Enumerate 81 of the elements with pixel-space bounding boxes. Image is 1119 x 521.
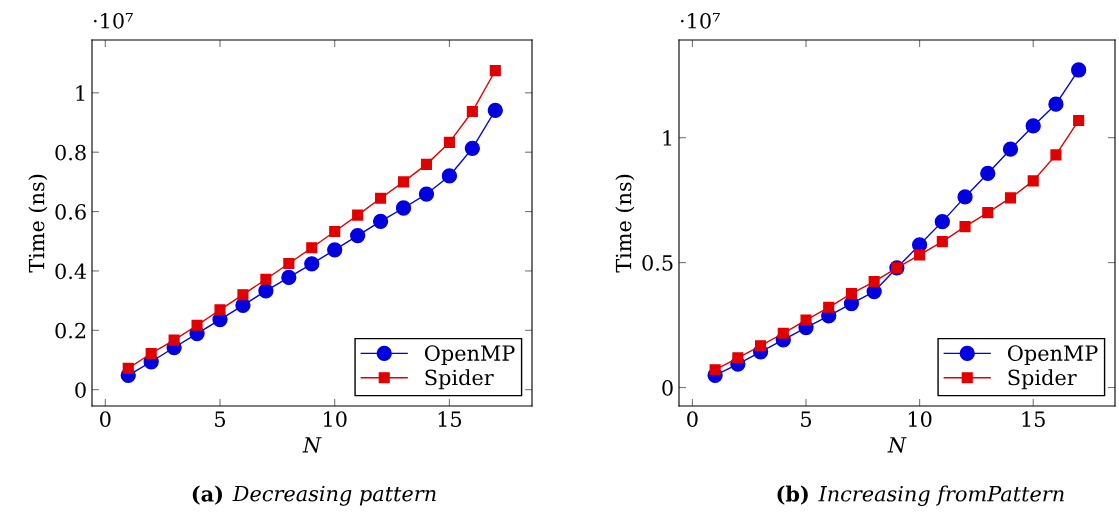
- point: [868, 276, 880, 288]
- y-tick-label: 0.4: [55, 263, 87, 280]
- point: [281, 269, 297, 286]
- x-tick-label: 5: [801, 411, 812, 427]
- point: [732, 352, 744, 364]
- x-tick-label: 10: [324, 411, 347, 427]
- x-axis-title: N: [302, 437, 322, 453]
- point: [800, 314, 812, 326]
- y-tick-label: 0.6: [55, 204, 86, 220]
- x-tick-label: 10: [908, 411, 932, 427]
- point: [1027, 175, 1039, 187]
- point: [934, 213, 950, 230]
- y-tick-label: 0.5: [642, 255, 673, 271]
- point: [397, 176, 410, 188]
- y-tick-label: 0: [662, 379, 673, 396]
- x-tick-label: 0: [100, 411, 111, 427]
- text: (a) Decreasing pattern: [192, 485, 436, 506]
- point: [464, 140, 480, 156]
- point: [1050, 149, 1062, 161]
- legend-label: OpenMP: [1007, 345, 1098, 365]
- y-tick-label: 0: [75, 382, 86, 398]
- x-tick-label: 15: [1022, 411, 1045, 427]
- point: [304, 256, 320, 272]
- point: [443, 136, 455, 148]
- y-tick-label: 0.8: [55, 144, 86, 161]
- x-tick-label: 5: [215, 411, 226, 427]
- point: [395, 200, 412, 216]
- point: [709, 364, 721, 376]
- y-tick-label: 0.2: [55, 322, 86, 339]
- point: [441, 168, 458, 184]
- point: [283, 257, 295, 270]
- point: [375, 192, 387, 204]
- x-tick-label: 0: [687, 411, 698, 427]
- point: [329, 225, 341, 238]
- x-axis-title: N: [887, 437, 907, 453]
- point: [420, 158, 433, 170]
- point: [145, 347, 157, 360]
- y-tick-label: 1: [76, 85, 85, 101]
- point: [214, 304, 226, 316]
- point: [122, 362, 134, 374]
- point: [327, 242, 343, 258]
- point: [372, 213, 389, 230]
- point: [980, 165, 996, 182]
- point: [352, 209, 364, 221]
- point: [237, 289, 249, 301]
- point: [260, 273, 272, 285]
- point: [350, 227, 366, 244]
- point: [845, 288, 858, 300]
- point: [418, 186, 435, 202]
- point: [777, 327, 789, 339]
- text: ·10⁷: [93, 12, 133, 29]
- y-axis-title: Time (ns): [615, 174, 635, 273]
- point: [823, 301, 835, 313]
- point: [306, 242, 318, 254]
- point: [1025, 118, 1041, 134]
- text: (b) Increasing fromPattern: [777, 485, 1064, 506]
- point: [959, 221, 971, 233]
- point: [466, 105, 478, 118]
- point: [235, 297, 251, 314]
- legend-label: Spider: [1008, 369, 1077, 390]
- point: [982, 207, 994, 219]
- legend-label: OpenMP: [424, 345, 515, 365]
- point: [936, 236, 948, 248]
- point: [1002, 141, 1019, 157]
- point: [1073, 114, 1085, 127]
- point: [1048, 96, 1064, 112]
- point: [1004, 192, 1017, 204]
- point: [168, 334, 180, 346]
- text: ·10⁷: [680, 12, 720, 29]
- point: [755, 340, 767, 352]
- point: [258, 283, 274, 299]
- point: [489, 65, 501, 77]
- point: [957, 189, 973, 205]
- y-tick-label: 1: [663, 130, 672, 146]
- y-axis-title: Time (ns): [28, 174, 48, 273]
- point: [914, 249, 926, 261]
- point: [1071, 62, 1087, 78]
- legend-label: Spider: [425, 369, 494, 390]
- point: [191, 319, 203, 331]
- x-tick-label: 15: [438, 411, 462, 427]
- point: [487, 102, 503, 118]
